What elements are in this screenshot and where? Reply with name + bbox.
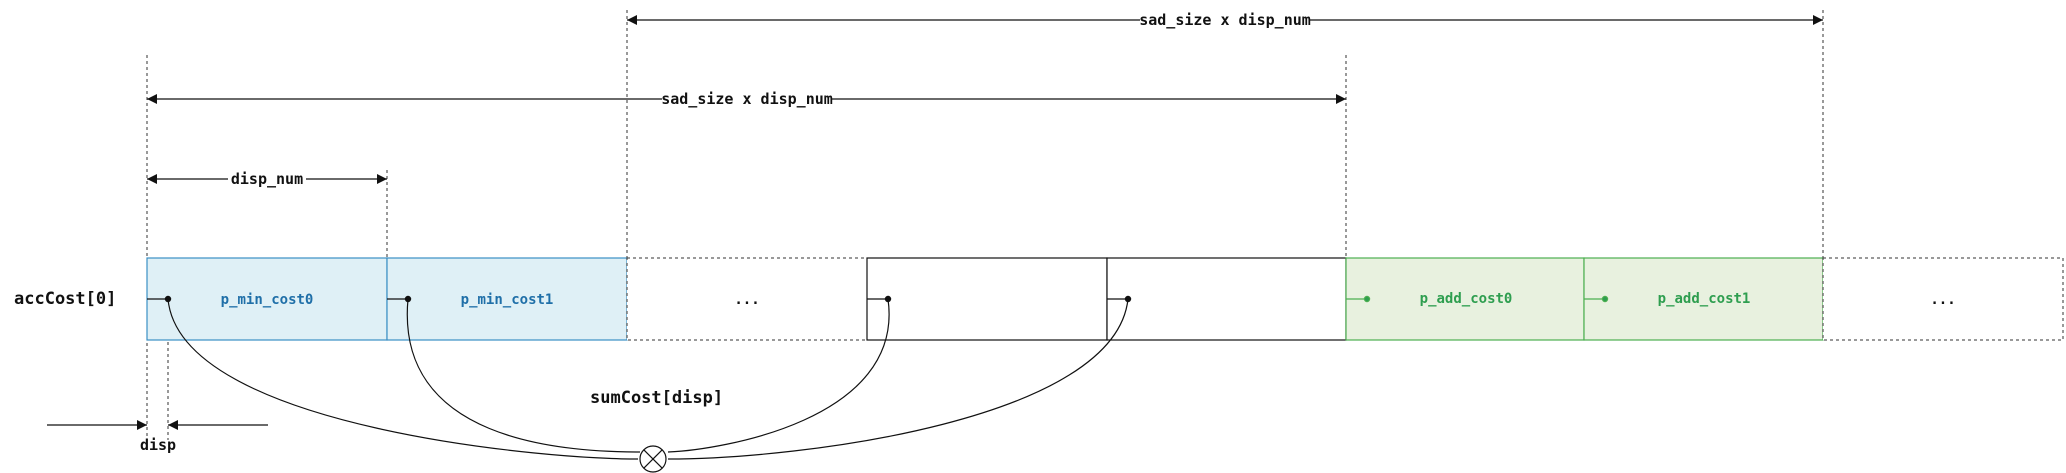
cell-1-label: p_min_cost1: [461, 292, 554, 308]
disp-label: disp: [140, 436, 176, 454]
sum-curves: [167, 298, 1129, 460]
guide-lines: [146, 10, 1824, 440]
dimension-small: disp_num: [147, 170, 387, 188]
dimension-top-label-bg: [1140, 11, 1310, 29]
cell-7-box: [1822, 257, 2064, 341]
curve-from-cell-3: [667, 298, 890, 453]
pointer-dot-6: [1601, 295, 1609, 303]
cell-2: ...: [626, 257, 868, 341]
curve-from-cell-4: [667, 298, 1129, 460]
cell-0-label: p_min_cost0: [221, 292, 314, 308]
sum-label: sumCost[disp]: [590, 388, 723, 408]
cell-3: [866, 257, 1108, 341]
cell-5-label: p_add_cost0: [1420, 291, 1513, 307]
green-pointers: [1346, 295, 1609, 303]
cell-2-box: [626, 257, 868, 341]
row-label: accCost[0]: [14, 289, 116, 309]
disp-indicator: disp: [47, 420, 268, 454]
cell-2-label: ...: [734, 292, 759, 308]
cell-6-box: [1583, 257, 1824, 341]
pointer-dot-5: [1363, 295, 1371, 303]
dimension-middle-label-bg: [662, 90, 832, 108]
dimension-small-label: disp_num: [231, 170, 303, 188]
cell-7-label: ...: [1930, 292, 1955, 308]
cell-4: [1106, 257, 1347, 341]
cell-5: p_add_cost0: [1345, 257, 1585, 341]
cell-0: p_min_cost0: [146, 257, 388, 341]
cell-7: ...: [1822, 257, 2064, 341]
sum-node-icon: [639, 445, 667, 473]
dimension-small-label-bg: [228, 170, 306, 188]
curve-from-cell-1: [406, 298, 641, 453]
dimension-middle-label: sad_size x disp_num: [661, 90, 833, 108]
cell-5-box: [1345, 257, 1585, 341]
cell-1: p_min_cost1: [386, 257, 628, 341]
dimension-top: sad_size x disp_num: [627, 11, 1823, 29]
cell-1-box: [386, 257, 628, 341]
cell-6: p_add_cost1: [1583, 257, 1824, 341]
sum-node-cross-b: [643, 449, 663, 469]
cell-4-box: [1106, 257, 1347, 341]
curve-from-cell-0: [167, 298, 639, 460]
cell-6-label: p_add_cost1: [1658, 291, 1751, 307]
dimension-middle: sad_size x disp_num: [147, 90, 1346, 108]
cell-3-box: [866, 257, 1108, 341]
dimension-top-label: sad_size x disp_num: [1139, 11, 1311, 29]
cell-0-box: [146, 257, 388, 341]
